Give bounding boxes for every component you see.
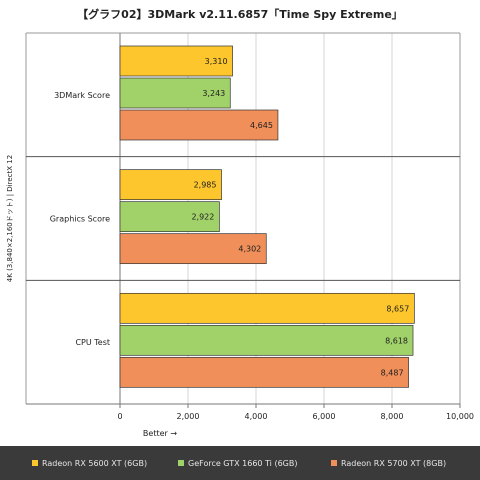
legend-swatch [32,460,38,466]
bar [119,169,222,201]
side-label: 4K (3,840×2,160ドット) | DirectX 12 [6,155,14,282]
bar [119,233,267,265]
x-tick-label: 6,000 [313,412,336,421]
x-tick-label: 0 [117,412,122,421]
legend-item: Radeon RX 5700 XT (8GB) [331,456,446,470]
bar [119,45,233,77]
data-label: 4,645 [250,121,273,130]
data-label: 8,487 [381,368,404,377]
data-label: 4,302 [238,245,261,254]
legend-label: GeForce GTX 1660 Ti (6GB) [188,458,298,468]
x-tick-label: 8,000 [381,412,404,421]
legend-item: Radeon RX 5600 XT (6GB) [32,456,147,470]
category-label: 3DMark Score [54,91,110,100]
bar [119,324,414,356]
bar [119,356,409,388]
data-label: 2,922 [191,213,214,222]
legend-label: Radeon RX 5700 XT (8GB) [341,458,447,468]
data-label: 8,618 [385,336,408,345]
data-label: 3,243 [202,89,225,98]
plot-area: 3,310 3,243 4,645 3DMark Score 2,985 2,922 4,3… [6,32,474,438]
bar [119,109,279,141]
legend-label: Radeon RX 5600 XT (6GB) [42,458,148,468]
category-label: CPU Test [75,338,110,347]
x-tick-label: 10,000 [446,412,474,421]
x-axis-label: Better → [143,429,177,438]
chart-title: 【グラフ02】3DMark v2.11.6857「Time Spy Extrem… [77,8,403,21]
x-tick-label: 2,000 [177,412,200,421]
bar [119,77,231,109]
legend: Radeon RX 5600 XT (6GB) GeForce GTX 1660 … [0,446,480,480]
x-tick-label: 4,000 [245,412,268,421]
legend-swatch [178,460,184,466]
legend-swatch [331,460,337,466]
bar [119,201,220,233]
data-label: 3,310 [205,57,228,66]
data-label: 8,657 [386,304,409,313]
legend-item: GeForce GTX 1660 Ti (6GB) [178,456,297,470]
category-label: Graphics Score [50,215,110,224]
bar [119,292,415,324]
data-label: 2,985 [194,181,217,190]
